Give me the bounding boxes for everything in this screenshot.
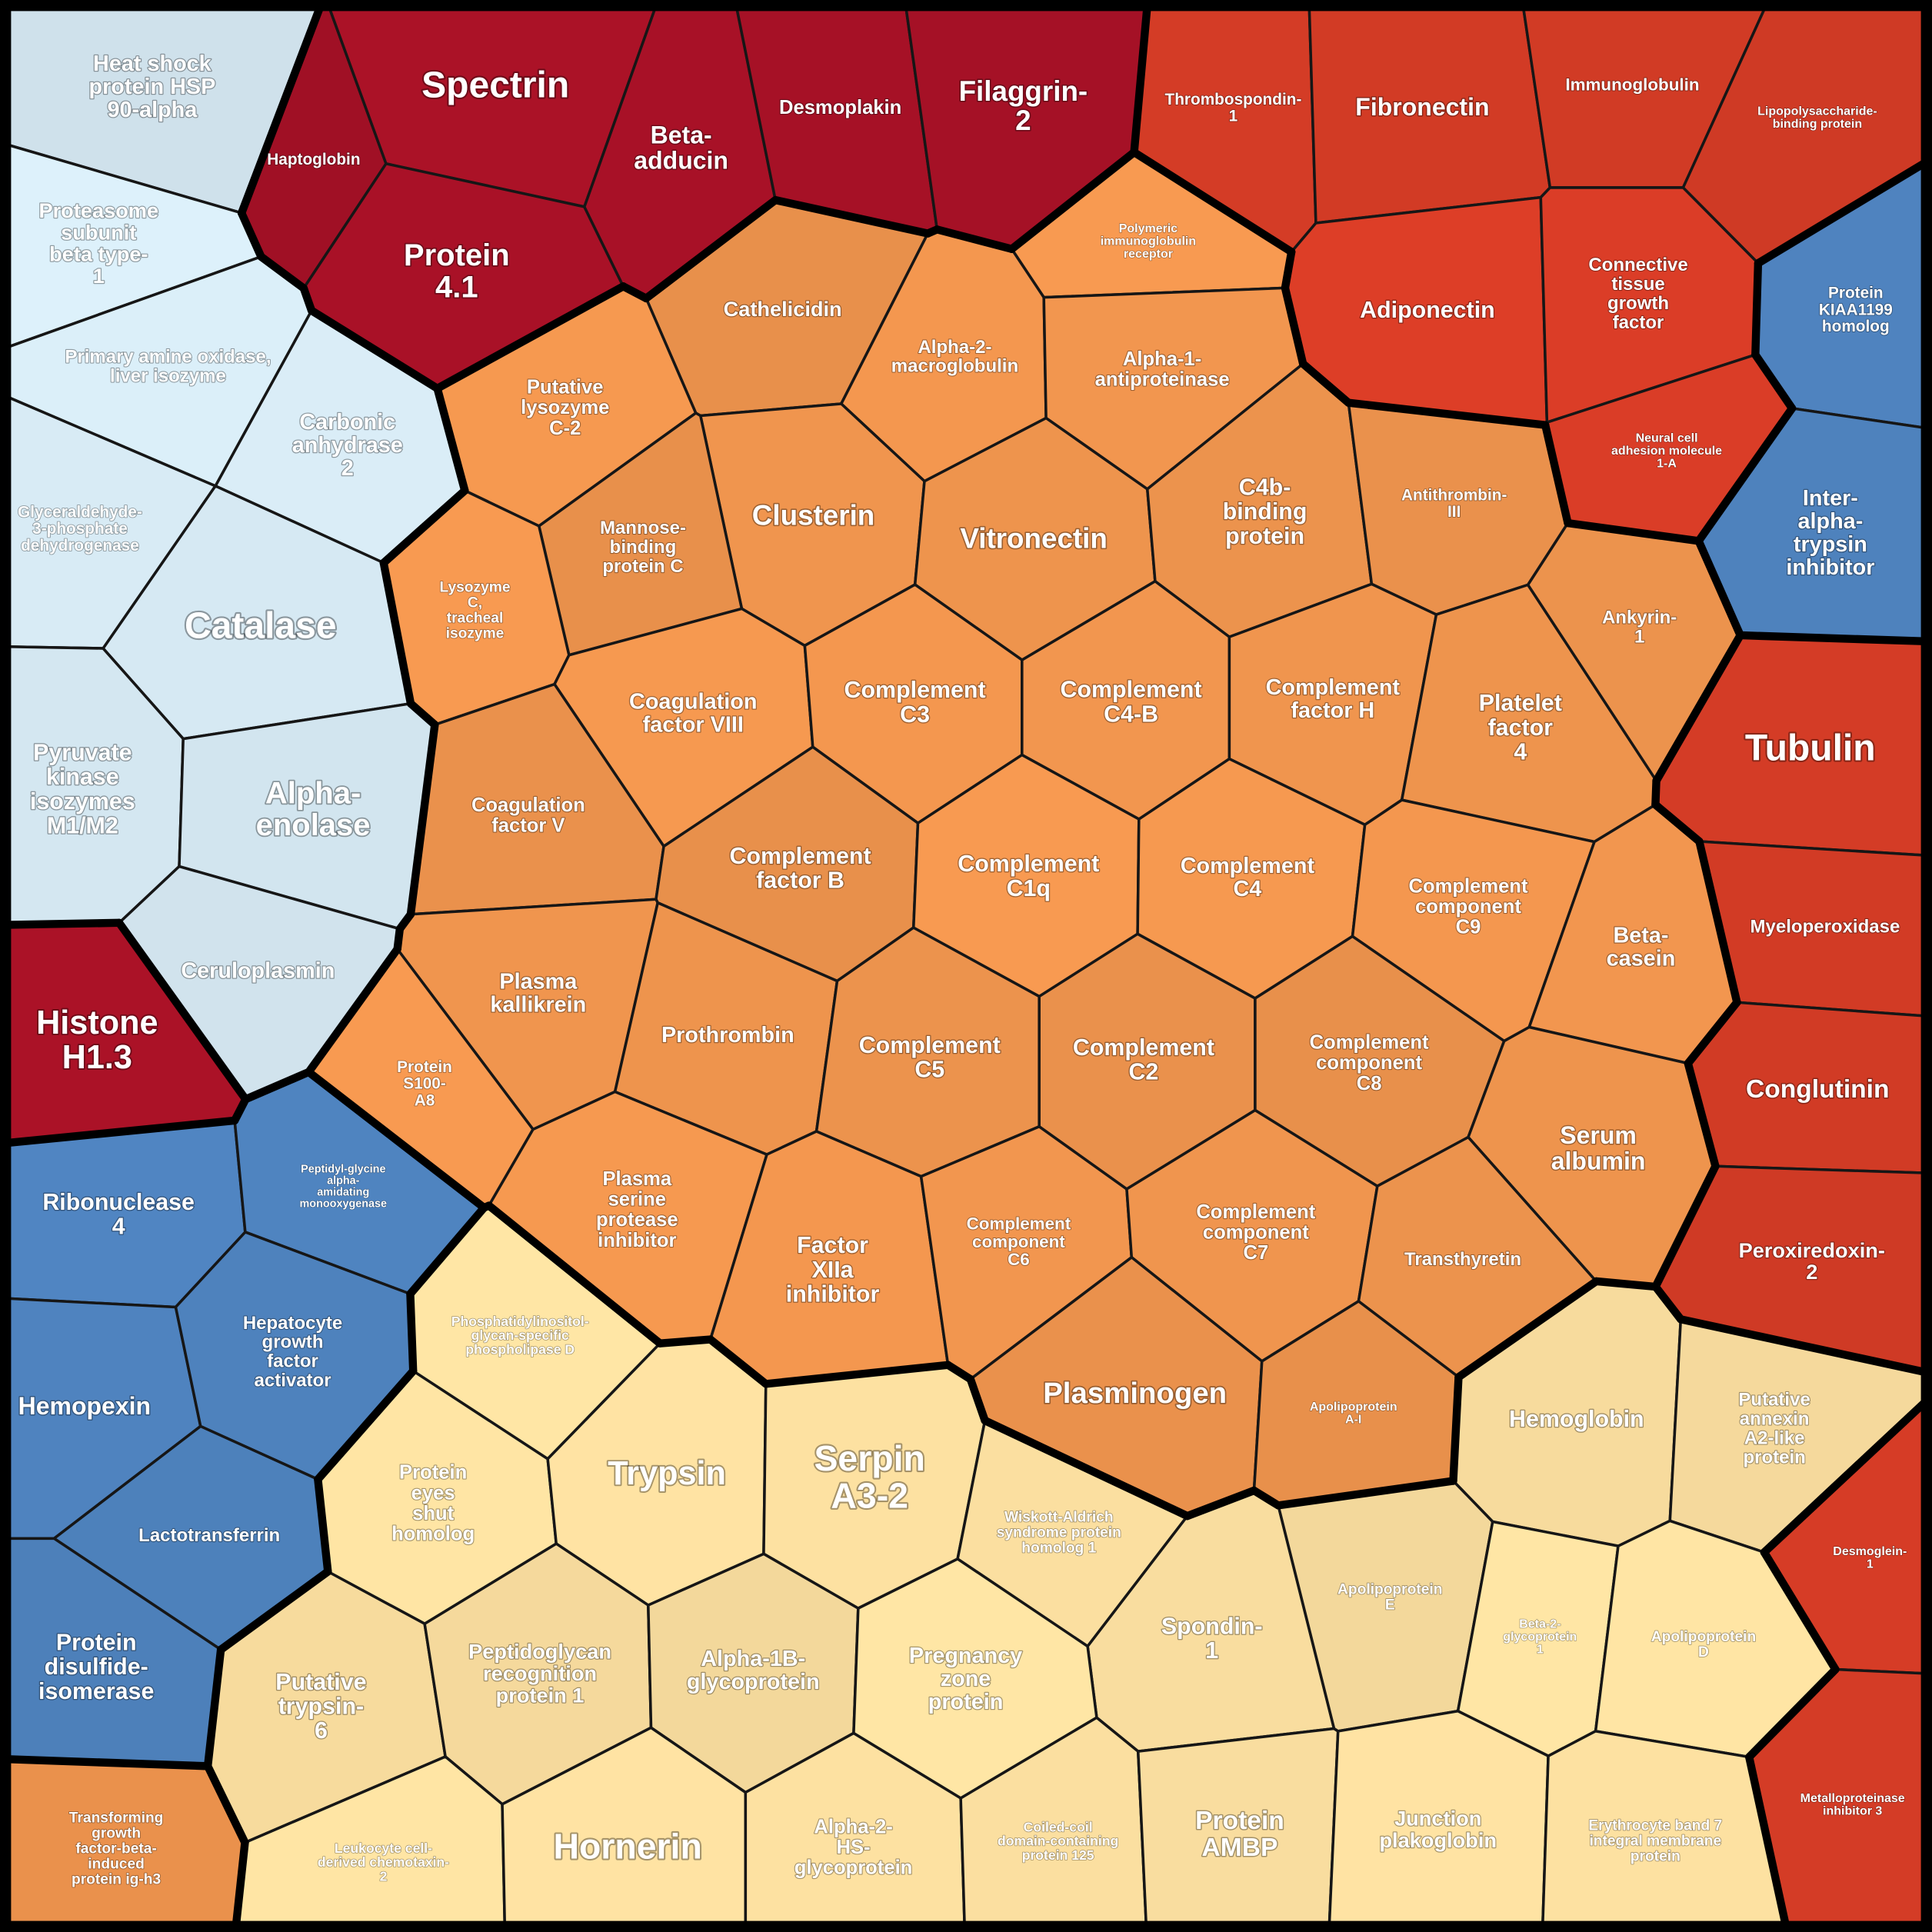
- group-border: [305, 944, 401, 1077]
- group-border: [257, 252, 308, 292]
- group-border: [0, 1754, 212, 1770]
- group-border: [641, 195, 780, 303]
- group-border: [1651, 1282, 1685, 1324]
- group-border: [1130, 148, 1296, 256]
- group-border: [314, 1475, 332, 1576]
- group-border: [379, 486, 469, 568]
- group-border: [1541, 421, 1572, 528]
- group-border: [231, 1838, 249, 1932]
- group-border: [216, 1567, 332, 1654]
- group-border: [406, 699, 439, 729]
- group-border: [1736, 631, 1932, 646]
- group-border: [933, 225, 1016, 253]
- group-border: [771, 195, 932, 238]
- group-border: [433, 282, 628, 393]
- group-border: [1751, 259, 1763, 359]
- group-border: [433, 384, 469, 495]
- group-border: [1344, 398, 1550, 429]
- group-border: [242, 1068, 313, 1104]
- group-border: [0, 1116, 239, 1148]
- group-border: [1281, 248, 1296, 292]
- group-border: [406, 1204, 488, 1298]
- group-border: [203, 1762, 249, 1847]
- group-border: [237, 0, 327, 218]
- group-border: [981, 1416, 1191, 1521]
- group-border: [944, 1361, 975, 1384]
- group-border: [307, 306, 441, 393]
- group-border: [761, 1361, 952, 1388]
- group-border: [406, 721, 439, 918]
- group-border: [1751, 350, 1797, 413]
- cell-junction-plakoglobin[interactable]: [1327, 1709, 1550, 1932]
- group-border: [1008, 148, 1138, 253]
- group-border: [1760, 1548, 1840, 1674]
- group-border: [1130, 0, 1152, 157]
- group-border: [966, 1375, 989, 1425]
- cell-transforming-growth-factor-beta-induced-protein-ig-h3[interactable]: [0, 1757, 247, 1932]
- group-border: [305, 1068, 488, 1212]
- group-border: [1454, 1277, 1601, 1381]
- cell-protein-ambp[interactable]: [1136, 1727, 1340, 1932]
- group-border: [619, 282, 651, 303]
- group-border: [406, 1290, 418, 1375]
- group-border: [1651, 1162, 1720, 1291]
- group-border: [1754, 155, 1932, 268]
- group-border: [379, 558, 415, 708]
- group-border: [1694, 537, 1744, 640]
- group-border: [1694, 404, 1797, 545]
- group-border: [115, 918, 250, 1104]
- group-border: [1449, 1373, 1463, 1485]
- group-border: [203, 1645, 225, 1770]
- group-border: [0, 918, 124, 929]
- group-border: [1250, 1486, 1283, 1510]
- group-border: [1298, 359, 1353, 407]
- group-border: [237, 208, 265, 261]
- group-border: [1695, 837, 1741, 1007]
- group-border: [1760, 1391, 1932, 1557]
- group-border: [1745, 1753, 1791, 1932]
- group-border: [1281, 284, 1307, 368]
- group-border: [1592, 1277, 1660, 1291]
- cell-conglutinin[interactable]: [1687, 1001, 1932, 1175]
- group-border: [1564, 518, 1703, 545]
- group-border: [1651, 801, 1704, 846]
- group-border: [1652, 631, 1744, 785]
- group-border: [655, 1335, 715, 1347]
- group-border: [1745, 1665, 1840, 1761]
- group-border: [1684, 1059, 1720, 1171]
- group-border: [1684, 998, 1741, 1068]
- group-border: [1183, 1486, 1258, 1521]
- group-border: [485, 1201, 665, 1347]
- group-border: [1677, 1315, 1932, 1378]
- group-border: [1274, 1477, 1457, 1510]
- group-border: [314, 1367, 418, 1484]
- group-border: [706, 1335, 771, 1388]
- cell-fibronectin[interactable]: [1307, 0, 1552, 225]
